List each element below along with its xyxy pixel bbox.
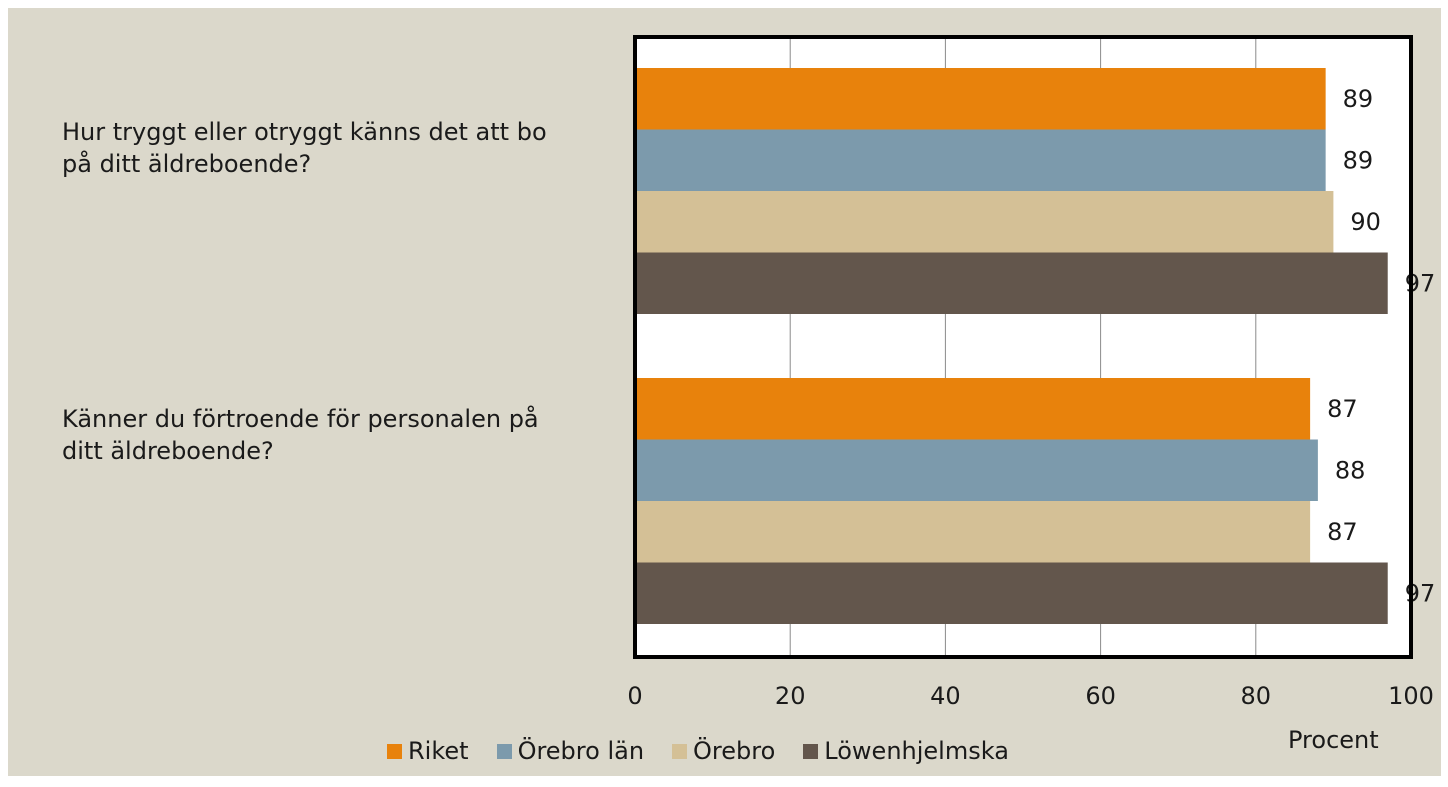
bar xyxy=(635,378,1311,440)
legend: Riket Örebro län Örebro Löwenhjelmska xyxy=(387,735,1037,767)
legend-swatch xyxy=(387,743,402,759)
x-tick-label: 80 xyxy=(1241,682,1272,710)
category-label-0: Hur tryggt eller otryggt känns det att b… xyxy=(62,118,547,178)
legend-label: Örebro län xyxy=(517,737,645,765)
legend-label: Örebro xyxy=(693,737,776,765)
legend-item-orebro-lan: Örebro län xyxy=(496,737,645,765)
category-label-1: Känner du förtroende för personalen på d… xyxy=(62,405,539,465)
legend-label: Löwenhjelmska xyxy=(824,737,1009,765)
data-label: 87 xyxy=(1327,518,1358,546)
data-label: 89 xyxy=(1343,146,1374,174)
legend-label: Riket xyxy=(408,737,469,765)
x-axis-title: Procent xyxy=(1288,726,1379,754)
bar xyxy=(635,129,1326,191)
data-label: 88 xyxy=(1335,456,1366,484)
x-tick-label: 20 xyxy=(775,682,806,710)
x-tick-label: 40 xyxy=(930,682,961,710)
x-tick-label: 0 xyxy=(627,682,642,710)
data-label: 89 xyxy=(1343,85,1374,113)
data-label: 87 xyxy=(1327,395,1358,423)
bar xyxy=(635,68,1326,130)
bar xyxy=(635,562,1388,624)
bar xyxy=(635,439,1318,501)
legend-item-lowenhjelmska: Löwenhjelmska xyxy=(803,737,1009,765)
legend-item-orebro: Örebro xyxy=(672,737,775,765)
x-tick-label: 60 xyxy=(1085,682,1116,710)
bar xyxy=(635,501,1311,563)
legend-swatch xyxy=(496,743,512,759)
plot-border xyxy=(633,35,1413,659)
legend-swatch xyxy=(803,743,819,759)
legend-item-riket: Riket xyxy=(387,737,469,765)
data-label: 90 xyxy=(1350,208,1381,236)
bar xyxy=(635,252,1388,314)
bar xyxy=(635,191,1334,253)
x-tick-label: 100 xyxy=(1388,682,1434,710)
legend-swatch xyxy=(672,743,688,759)
